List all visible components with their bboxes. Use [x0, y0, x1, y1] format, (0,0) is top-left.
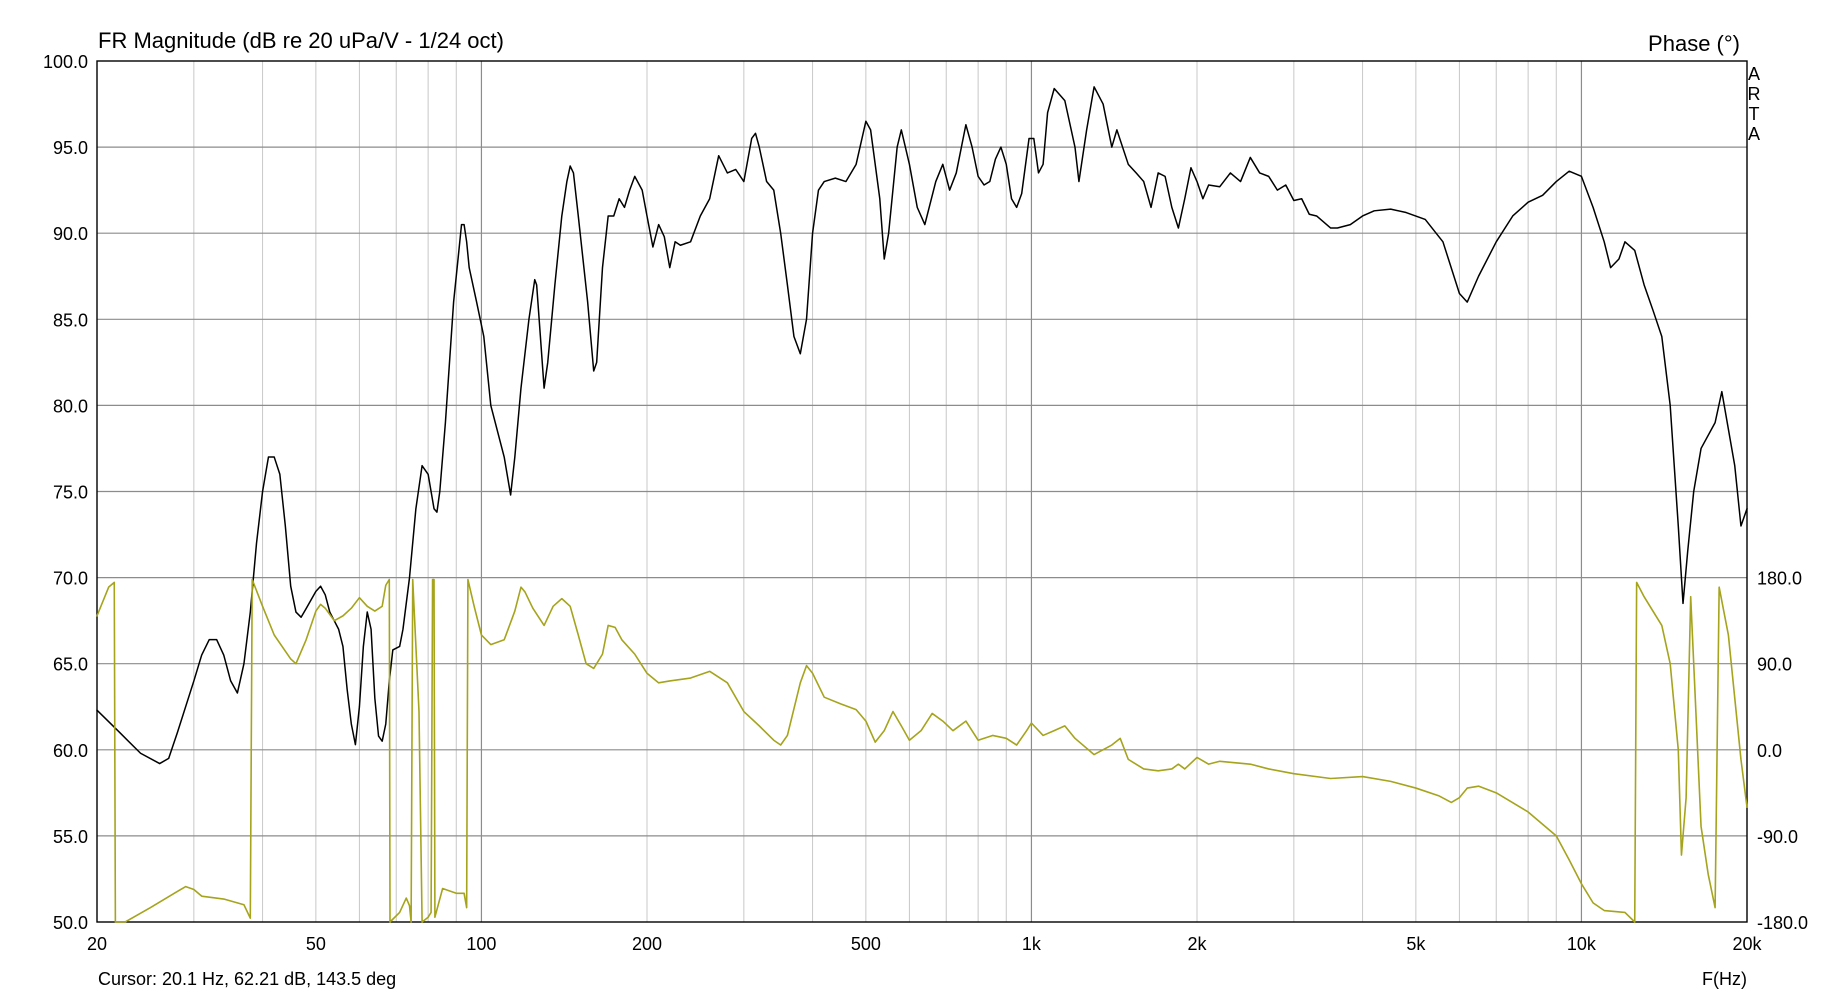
phase-axis-title: Phase (°)	[1648, 31, 1740, 56]
cursor-readout: Cursor: 20.1 Hz, 62.21 dB, 143.5 deg	[98, 969, 396, 989]
phase-tick-label: -180.0	[1757, 913, 1808, 933]
y-tick-label: 60.0	[53, 741, 88, 761]
x-tick-label: 100	[466, 934, 496, 954]
y-tick-label: 80.0	[53, 396, 88, 416]
phase-tick-label: 180.0	[1757, 569, 1802, 589]
phase-series-line	[96, 578, 1748, 923]
x-tick-label: 500	[851, 934, 881, 954]
phase-tick-label: 0.0	[1757, 741, 1782, 761]
x-tick-label: 1k	[1022, 934, 1042, 954]
phase-tick-label: 90.0	[1757, 655, 1792, 675]
x-tick-label: 5k	[1406, 934, 1426, 954]
y-tick-label: 95.0	[53, 138, 88, 158]
x-tick-label: 200	[632, 934, 662, 954]
y-tick-label: 70.0	[53, 569, 88, 589]
y-tick-label: 100.0	[43, 52, 88, 72]
x-tick-label: 20	[87, 934, 107, 954]
x-tick-label: 2k	[1187, 934, 1207, 954]
plot-frame	[96, 60, 1748, 923]
watermark-letter: T	[1749, 104, 1760, 124]
x-tick-label: 50	[306, 934, 326, 954]
x-tick-label: 10k	[1567, 934, 1597, 954]
y-tick-label: 55.0	[53, 827, 88, 847]
chart-title: FR Magnitude (dB re 20 uPa/V - 1/24 oct)	[98, 28, 504, 53]
y-tick-label: 90.0	[53, 224, 88, 244]
y-tick-label: 65.0	[53, 655, 88, 675]
magnitude-series-line	[96, 86, 1748, 765]
watermark-letter: R	[1748, 84, 1761, 104]
x-tick-label: 20k	[1732, 934, 1762, 954]
watermark-letter: A	[1748, 124, 1760, 144]
grid	[97, 61, 1747, 922]
y-tick-label: 75.0	[53, 483, 88, 503]
y-tick-label: 85.0	[53, 310, 88, 330]
phase-tick-label: -90.0	[1757, 827, 1798, 847]
y-tick-label: 50.0	[53, 913, 88, 933]
watermark-letter: A	[1748, 64, 1760, 84]
labels: 100.0 95.0 90.0 85.0 80.0 75.0 70.0 65.0 60.0 55.…	[43, 52, 1808, 954]
x-axis-label: F(Hz)	[1702, 969, 1747, 989]
series-layer	[96, 86, 1748, 923]
